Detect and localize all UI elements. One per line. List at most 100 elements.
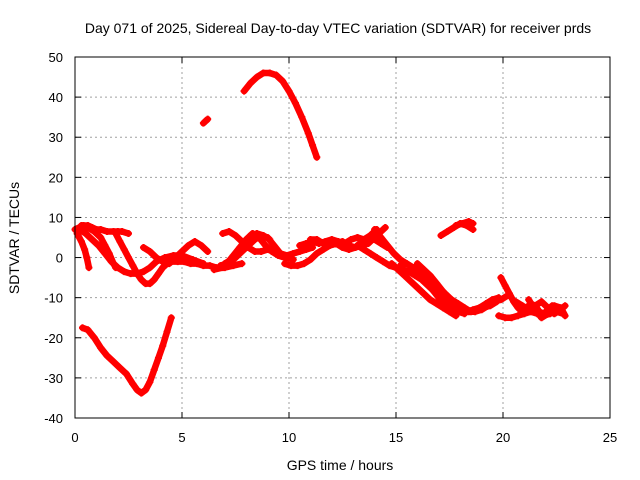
data-point	[97, 234, 105, 241]
data-point	[396, 256, 404, 264]
data-point	[120, 268, 128, 276]
data-point	[306, 236, 314, 244]
data-point	[446, 308, 453, 316]
data-point	[291, 99, 299, 107]
data-point	[407, 278, 415, 286]
data-point	[433, 280, 441, 288]
data-point	[458, 219, 466, 227]
x-tick-label: 20	[496, 430, 510, 445]
data-point	[497, 274, 505, 282]
data-point	[101, 250, 109, 258]
data-point	[146, 280, 154, 288]
data-point	[204, 248, 212, 256]
data-point	[319, 246, 327, 254]
data-point	[484, 302, 492, 310]
data-point	[199, 262, 207, 270]
data-point	[420, 266, 428, 274]
data-point	[446, 296, 453, 304]
data-point	[103, 227, 111, 235]
data-point	[279, 77, 287, 85]
data-point	[471, 308, 479, 316]
data-point	[501, 282, 509, 290]
data-point	[146, 378, 154, 386]
data-point	[371, 225, 379, 233]
x-tick-label: 10	[282, 430, 296, 445]
series-arc-aa	[525, 296, 569, 322]
data-point	[281, 260, 289, 268]
data-point	[478, 306, 486, 314]
data-point	[413, 260, 421, 268]
data-point	[219, 229, 227, 237]
series-arc-g	[78, 314, 175, 397]
series-arc-s	[388, 260, 460, 320]
y-tick-label: 10	[49, 210, 63, 225]
data-point	[180, 258, 188, 266]
data-point	[379, 258, 387, 266]
data-point	[383, 242, 391, 250]
data-point	[420, 290, 428, 298]
data-point	[550, 302, 558, 310]
data-point	[127, 270, 135, 278]
data-point	[165, 260, 173, 268]
data-point	[146, 264, 154, 272]
data-point	[508, 314, 516, 322]
data-point	[146, 248, 154, 256]
data-point	[97, 344, 105, 352]
data-point	[240, 240, 248, 248]
chart-title: Day 071 of 2025, Sidereal Day-to-day VTE…	[85, 20, 591, 36]
data-point	[234, 248, 242, 256]
data-point	[120, 246, 128, 254]
data-point	[172, 254, 180, 262]
data-point	[184, 242, 192, 250]
data-point	[525, 306, 533, 314]
data-point	[413, 284, 421, 292]
data-point	[78, 324, 86, 332]
data-point	[238, 260, 246, 268]
data-point	[302, 240, 310, 248]
data-point	[114, 264, 122, 272]
data-point	[525, 296, 533, 304]
data-point	[85, 264, 93, 272]
data-point	[210, 266, 218, 274]
data-point	[531, 306, 539, 314]
series-line	[240, 69, 321, 161]
data-point	[246, 79, 254, 87]
plot-frame	[74, 56, 611, 419]
data-point	[465, 217, 473, 225]
data-point	[512, 298, 520, 306]
data-point	[283, 252, 291, 260]
data-point	[264, 246, 272, 254]
data-point	[251, 248, 259, 256]
data-point	[469, 219, 477, 227]
x-axis-label: GPS time / hours	[287, 457, 394, 473]
data-point	[244, 244, 252, 252]
axis-ticks: 0 5 10 15 20 25 -40 -30 -20 -10 0 10 20 30 40 50	[44, 50, 617, 445]
data-point	[154, 354, 162, 362]
grid-lines	[75, 57, 610, 418]
data-point	[289, 256, 297, 264]
data-point	[82, 229, 90, 237]
data-point	[112, 229, 120, 237]
data-point	[253, 229, 261, 237]
data-point	[309, 244, 317, 252]
data-point	[373, 254, 381, 262]
data-point	[518, 302, 526, 310]
data-point	[538, 298, 546, 306]
data-point	[259, 69, 267, 77]
data-point	[118, 227, 126, 235]
data-point	[225, 227, 233, 235]
data-point	[204, 115, 212, 123]
data-point	[129, 380, 137, 388]
data-point	[90, 334, 98, 342]
data-point	[272, 71, 280, 79]
data-point	[409, 264, 417, 272]
data-point	[232, 231, 239, 239]
series-arc-f	[139, 238, 212, 268]
data-point	[469, 225, 477, 233]
y-tick-label: -30	[44, 371, 63, 386]
y-tick-label: 20	[49, 170, 63, 185]
y-tick-label: -20	[44, 331, 63, 346]
data-point	[197, 242, 205, 250]
data-point	[497, 296, 505, 304]
data-point	[501, 314, 509, 322]
